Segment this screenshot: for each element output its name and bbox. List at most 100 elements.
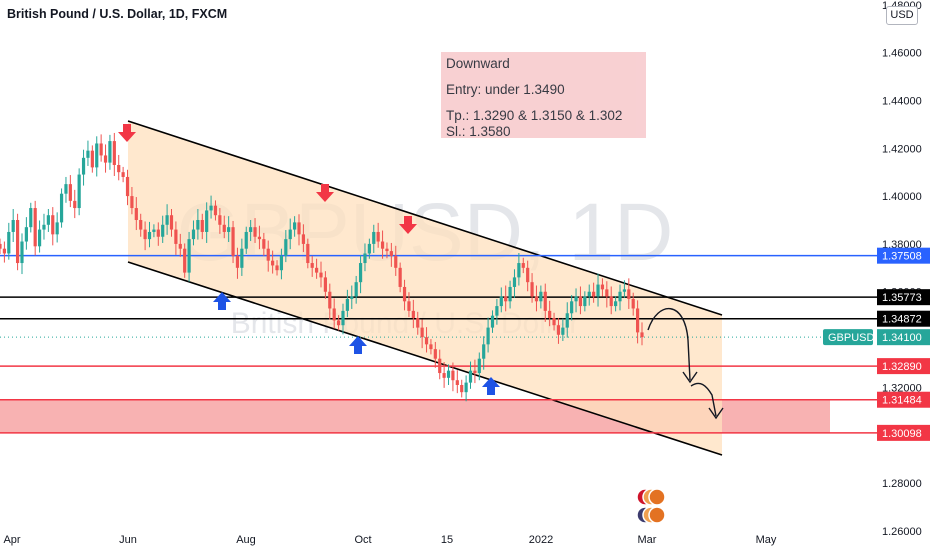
candle-up <box>490 315 495 328</box>
candle-down <box>235 255 240 268</box>
candle-down <box>411 310 415 319</box>
candle-up <box>152 229 156 232</box>
x-tick-label: Mar <box>638 534 657 546</box>
candle-down <box>143 229 147 240</box>
candle-up <box>367 243 371 254</box>
candle-down <box>548 310 552 319</box>
level-tag-label: 1.30098 <box>882 428 922 440</box>
y-tick-label: 1.46000 <box>882 48 922 60</box>
candle-down <box>636 308 640 333</box>
candle-down <box>178 243 182 249</box>
candle-down <box>33 208 37 247</box>
flag-icon <box>648 506 666 524</box>
level-tag-label: 1.35773 <box>882 292 922 304</box>
candle-up <box>108 141 112 163</box>
candle-down <box>213 205 218 216</box>
candle-down <box>266 248 270 261</box>
candle-up <box>561 327 565 335</box>
candle-down <box>222 224 226 232</box>
level-tag-label: 1.37508 <box>882 251 922 263</box>
candle-down <box>442 373 446 378</box>
flag-icon <box>648 488 666 506</box>
time-axis[interactable]: Apr Jun Aug Oct 15 2022 Mar May <box>3 534 776 546</box>
chart-title: British Pound / U.S. Dollar, 1D, FXCM <box>7 7 228 21</box>
candle-down <box>328 291 332 309</box>
candle-down <box>534 296 539 302</box>
candle-down <box>15 220 20 264</box>
level-tag <box>877 358 930 375</box>
candle-down <box>504 296 508 302</box>
x-tick-label: Jun <box>119 534 137 546</box>
level-tag <box>877 289 930 306</box>
candle-down <box>130 196 134 209</box>
candle-down <box>429 344 433 350</box>
note-direction: Downward <box>446 56 510 71</box>
candle-up <box>20 241 24 264</box>
x-tick-label: 15 <box>441 534 453 546</box>
candle-down <box>0 243 2 249</box>
symbol-tag-label: GBPUSD <box>828 332 875 344</box>
y-tick-label: 1.40000 <box>882 191 922 203</box>
descending-channel <box>127 120 723 456</box>
level-tag <box>877 247 930 264</box>
candle-up <box>358 263 363 283</box>
candle-up <box>187 239 191 273</box>
candle-down <box>103 155 108 163</box>
sell-arrow-icon <box>399 216 417 234</box>
candle-down <box>121 172 125 177</box>
candle-up <box>191 229 196 240</box>
candle-down <box>297 222 301 235</box>
projection-curve <box>647 308 691 381</box>
candle-down <box>319 272 323 278</box>
candle-up <box>240 248 244 268</box>
y-tick-label: 1.32000 <box>882 382 922 394</box>
channel-fill <box>128 121 722 455</box>
candle-down <box>460 385 464 393</box>
candle-down <box>407 301 411 311</box>
candle-up <box>495 306 499 316</box>
price-tag-label: 1.34100 <box>882 332 922 344</box>
symbol-tag <box>823 329 873 346</box>
price-axis[interactable]: 1.480001.460001.440001.420001.400001.380… <box>823 0 932 550</box>
candle-down <box>402 286 407 302</box>
candle-up <box>341 310 345 326</box>
candle-up <box>81 157 86 175</box>
candle-up <box>7 231 11 254</box>
candle-down <box>451 370 455 381</box>
currency-button[interactable]: USD <box>886 6 918 25</box>
trade-note[interactable]: Downward Entry: under 1.3490 Tp.: 1.3290… <box>441 52 646 139</box>
candle-down <box>530 282 534 297</box>
candle-up <box>539 291 543 302</box>
candle-up <box>477 358 481 374</box>
candle-down <box>125 176 130 197</box>
candle-down <box>174 229 178 244</box>
candle-down <box>134 208 138 220</box>
candle-down <box>424 337 429 345</box>
buy-arrow-icon <box>482 377 500 395</box>
sell-arrow-icon <box>316 184 334 202</box>
x-tick-label: Oct <box>354 534 371 546</box>
candle-up <box>614 301 618 307</box>
candle-down <box>68 184 72 201</box>
candle-down <box>605 289 609 297</box>
candle-down <box>380 241 385 249</box>
candle-up <box>11 220 15 232</box>
candle-down <box>257 236 262 240</box>
candle-down <box>521 263 525 268</box>
candle-down <box>231 227 235 256</box>
sell-arrow-icon <box>118 124 136 142</box>
currency-flags-icon[interactable] <box>636 488 666 524</box>
candle-up <box>55 222 59 235</box>
candle-down <box>600 284 605 290</box>
candle-up <box>59 193 64 223</box>
buy-arrow-icon <box>213 292 231 310</box>
candle-up <box>583 296 587 307</box>
candle-up <box>517 263 521 278</box>
candle-up <box>570 301 574 314</box>
candle-up <box>512 277 517 287</box>
projection-path <box>647 308 724 420</box>
projection-arrowhead-icon <box>708 407 724 420</box>
note-targets: Tp.: 1.3290 & 1.3150 & 1.302 <box>446 108 623 123</box>
candle-up <box>29 208 33 228</box>
